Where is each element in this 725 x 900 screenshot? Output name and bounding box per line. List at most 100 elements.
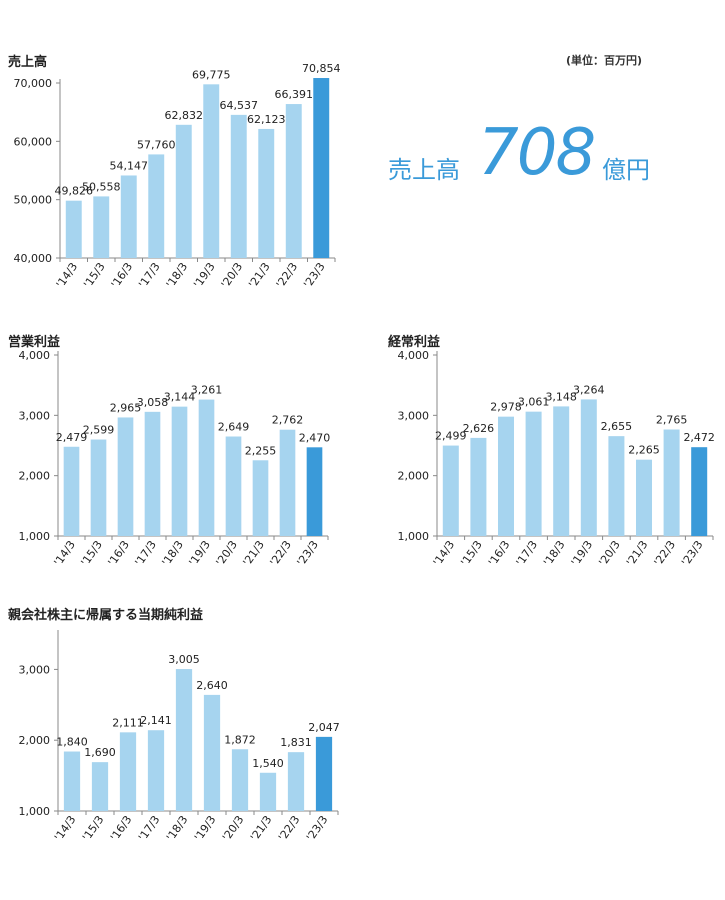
- data-label: 70,854: [302, 62, 341, 75]
- data-label: 49,826: [55, 185, 94, 198]
- operating-profit-chart-title: 営業利益: [8, 335, 61, 350]
- data-label: 3,005: [168, 653, 200, 666]
- x-tick-label: '22/3: [276, 813, 303, 843]
- data-label: 50,558: [82, 180, 121, 193]
- y-tick-label: 4,000: [19, 349, 51, 362]
- y-tick-label: 4,000: [398, 349, 430, 362]
- data-label: 62,123: [247, 113, 286, 126]
- y-tick-label: 2,000: [19, 734, 51, 747]
- y-tick-label: 1,000: [398, 530, 430, 543]
- data-label: 3,148: [545, 390, 577, 403]
- data-label: 2,141: [140, 714, 172, 727]
- y-tick-label: 3,000: [398, 409, 430, 422]
- data-label: 2,762: [272, 414, 304, 427]
- bar--23-3: [315, 736, 333, 811]
- bar--19-3: [203, 84, 220, 258]
- bar--21-3: [259, 772, 277, 811]
- data-label: 2,265: [628, 444, 660, 457]
- x-tick-label: '15/3: [80, 813, 107, 843]
- bar--18-3: [171, 406, 188, 536]
- bar--21-3: [252, 460, 269, 536]
- data-label: 2,640: [196, 679, 228, 692]
- ordinary-profit-chart-title: 経常利益: [388, 335, 441, 350]
- bar--15-3: [91, 762, 109, 811]
- y-tick-label: 1,000: [19, 530, 51, 543]
- data-label: 2,111: [112, 716, 144, 729]
- bar--14-3: [63, 751, 81, 811]
- data-label: 1,872: [224, 733, 256, 746]
- headline-value: 708: [478, 116, 596, 190]
- bar--15-3: [93, 196, 110, 258]
- data-label: 3,261: [191, 384, 223, 397]
- bar--23-3: [691, 447, 708, 536]
- data-label: 2,599: [83, 424, 115, 437]
- bar--15-3: [470, 437, 487, 536]
- bar--23-3: [306, 447, 323, 536]
- bar--22-3: [663, 429, 680, 536]
- bar--15-3: [90, 439, 107, 536]
- data-label: 64,537: [220, 99, 259, 112]
- data-label: 62,832: [165, 109, 204, 122]
- bar--22-3: [279, 429, 296, 536]
- data-label: 3,061: [518, 396, 550, 409]
- bar--19-3: [580, 399, 597, 536]
- y-tick-label: 2,000: [19, 470, 51, 483]
- bar--14-3: [65, 200, 82, 258]
- bar--17-3: [144, 411, 161, 536]
- net-income-chart-title: 親会社株主に帰属する当期純利益: [8, 608, 204, 623]
- headline-unit: 億円: [602, 156, 650, 184]
- data-label: 2,765: [656, 414, 688, 427]
- bar--19-3: [203, 694, 221, 811]
- bar--18-3: [553, 406, 570, 536]
- data-label: 66,391: [275, 88, 314, 101]
- bar--16-3: [497, 416, 515, 536]
- data-label: 2,649: [218, 421, 250, 434]
- data-label: 54,147: [110, 159, 149, 172]
- sales-chart-title: 売上高: [8, 55, 48, 70]
- bar--21-3: [258, 128, 275, 258]
- bar--23-3: [313, 78, 330, 258]
- bar--17-3: [148, 154, 165, 258]
- bar--20-3: [230, 114, 247, 259]
- x-tick-label: '17/3: [136, 813, 163, 843]
- sales-headline: 売上高 708 億円: [388, 116, 688, 190]
- data-label: 2,472: [683, 431, 715, 444]
- x-tick-label: '14/3: [52, 813, 79, 843]
- y-tick-label: 2,000: [398, 470, 430, 483]
- y-tick-label: 40,000: [14, 252, 53, 265]
- x-tick-label: '21/3: [248, 813, 275, 843]
- data-label: 1,840: [56, 736, 88, 749]
- bar--20-3: [225, 436, 242, 536]
- data-label: 2,047: [308, 721, 340, 734]
- bar--14-3: [63, 446, 80, 536]
- bar--21-3: [635, 459, 653, 536]
- x-tick-label: '19/3: [192, 813, 219, 843]
- x-tick-label: '18/3: [164, 813, 191, 843]
- bar--17-3: [147, 730, 165, 811]
- bar--20-3: [231, 749, 249, 811]
- data-label: 2,965: [110, 401, 142, 414]
- x-tick-label: '20/3: [220, 813, 247, 843]
- bar--16-3: [117, 417, 134, 536]
- data-label: 3,264: [573, 383, 605, 396]
- data-label: 3,144: [164, 391, 196, 404]
- data-label: 1,831: [280, 736, 312, 749]
- bar--16-3: [119, 732, 137, 811]
- data-label: 1,540: [252, 757, 284, 770]
- data-label: 2,479: [56, 431, 88, 444]
- y-tick-label: 3,000: [19, 663, 51, 676]
- bar--18-3: [175, 124, 192, 259]
- y-tick-label: 3,000: [19, 409, 51, 422]
- y-tick-label: 60,000: [14, 135, 53, 148]
- data-label: 2,255: [245, 444, 277, 457]
- unit-note: (単位：百万円): [566, 54, 643, 67]
- data-label: 2,626: [463, 422, 495, 435]
- data-label: 1,690: [84, 746, 116, 759]
- x-tick-label: '16/3: [108, 813, 135, 843]
- data-label: 2,978: [490, 401, 522, 414]
- bar--22-3: [287, 752, 305, 811]
